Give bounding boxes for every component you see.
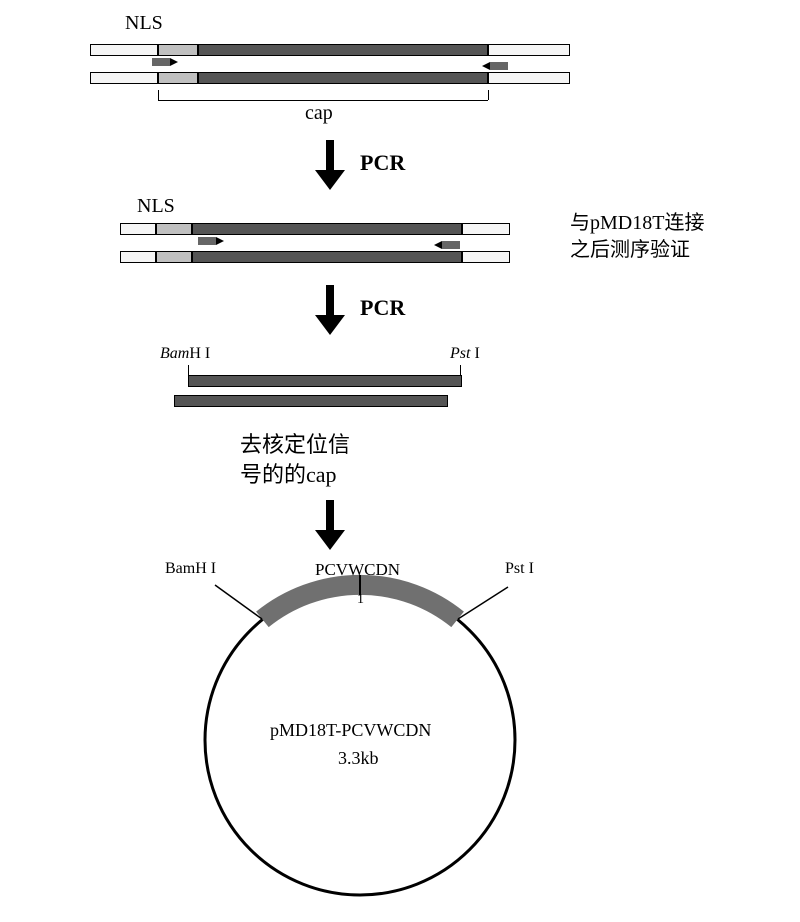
side-note-line1: 与pMD18T连接	[570, 210, 704, 237]
plasmid-size: 3.3kb	[338, 748, 379, 769]
stage2-bot-outer-l	[120, 251, 156, 263]
bamh-label-2: BamH I	[165, 560, 216, 578]
stage2-fwd-primer-arrow	[216, 237, 224, 245]
insert-name-label: PCVWCDN	[315, 560, 400, 580]
pcr-label-2: PCR	[360, 295, 405, 321]
bamh-rest: H I	[189, 345, 210, 362]
pst-rest: I	[470, 345, 479, 362]
cap-bracket-left	[158, 90, 159, 100]
center-note: 去核定位信 号的的cap	[240, 430, 350, 489]
stage2-top-nls	[156, 223, 192, 235]
stage1-fwd-primer-arrow	[170, 58, 178, 66]
stage2-bot-cap	[192, 251, 462, 263]
cap-bracket-right	[488, 90, 489, 100]
stage1-top-strand-outer-r	[488, 44, 570, 56]
side-note: 与pMD18T连接 之后测序验证	[570, 210, 704, 264]
stage1-bot-strand-outer-r	[488, 72, 570, 84]
stage1-bot-strand-outer-l	[90, 72, 158, 84]
stage1-bot-strand-cap	[198, 72, 488, 84]
side-note-line2: 之后测序验证	[570, 237, 704, 264]
arrow-2	[300, 280, 360, 340]
bamh-italic: Bam	[160, 345, 189, 362]
stage2-rev-primer-arrow	[434, 241, 442, 249]
stage-3-digest: BamH I Pst I	[0, 345, 800, 465]
nls-label-1: NLS	[125, 12, 163, 35]
stage2-bot-nls	[156, 251, 192, 263]
insert-pos-label: 1	[357, 592, 364, 608]
stage1-top-strand-outer-l	[90, 44, 158, 56]
pst-tick	[460, 365, 461, 375]
stage2-top-outer-r	[462, 223, 510, 235]
stage1-fwd-primer	[152, 58, 170, 66]
stage2-top-cap	[192, 223, 462, 235]
stage1-rev-primer	[490, 62, 508, 70]
stage2-bot-outer-r	[462, 251, 510, 263]
stage2-fwd-primer	[198, 237, 216, 245]
stage1-rev-primer-arrow	[482, 62, 490, 70]
stage3-top-cap	[188, 375, 462, 387]
stage3-bot-cap	[174, 395, 448, 407]
pst-label-2: Pst I	[505, 560, 534, 578]
stage2-rev-primer	[442, 241, 460, 249]
center-note-line2: 号的的cap	[240, 460, 350, 490]
stage1-bot-strand-nls	[158, 72, 198, 84]
bamh-tick	[188, 365, 189, 375]
bamh-label-1: BamH I	[160, 345, 210, 363]
stage2-top-outer-l	[120, 223, 156, 235]
cap-bracket-bottom	[158, 100, 488, 101]
pst-label-1: Pst I	[450, 345, 480, 363]
stage1-top-strand-nls	[158, 44, 198, 56]
pcr-label-1: PCR	[360, 150, 405, 176]
stage-1-template: NLS cap	[0, 0, 800, 140]
arrow-1	[300, 135, 360, 195]
center-note-line1: 去核定位信	[240, 430, 350, 460]
cap-label: cap	[305, 102, 333, 125]
nls-label-2: NLS	[137, 195, 175, 218]
stage1-top-strand-cap	[198, 44, 488, 56]
arrow-3	[300, 495, 360, 555]
plasmid-name: pMD18T-PCVWCDN	[270, 720, 431, 741]
pst-italic: Pst	[450, 345, 470, 362]
